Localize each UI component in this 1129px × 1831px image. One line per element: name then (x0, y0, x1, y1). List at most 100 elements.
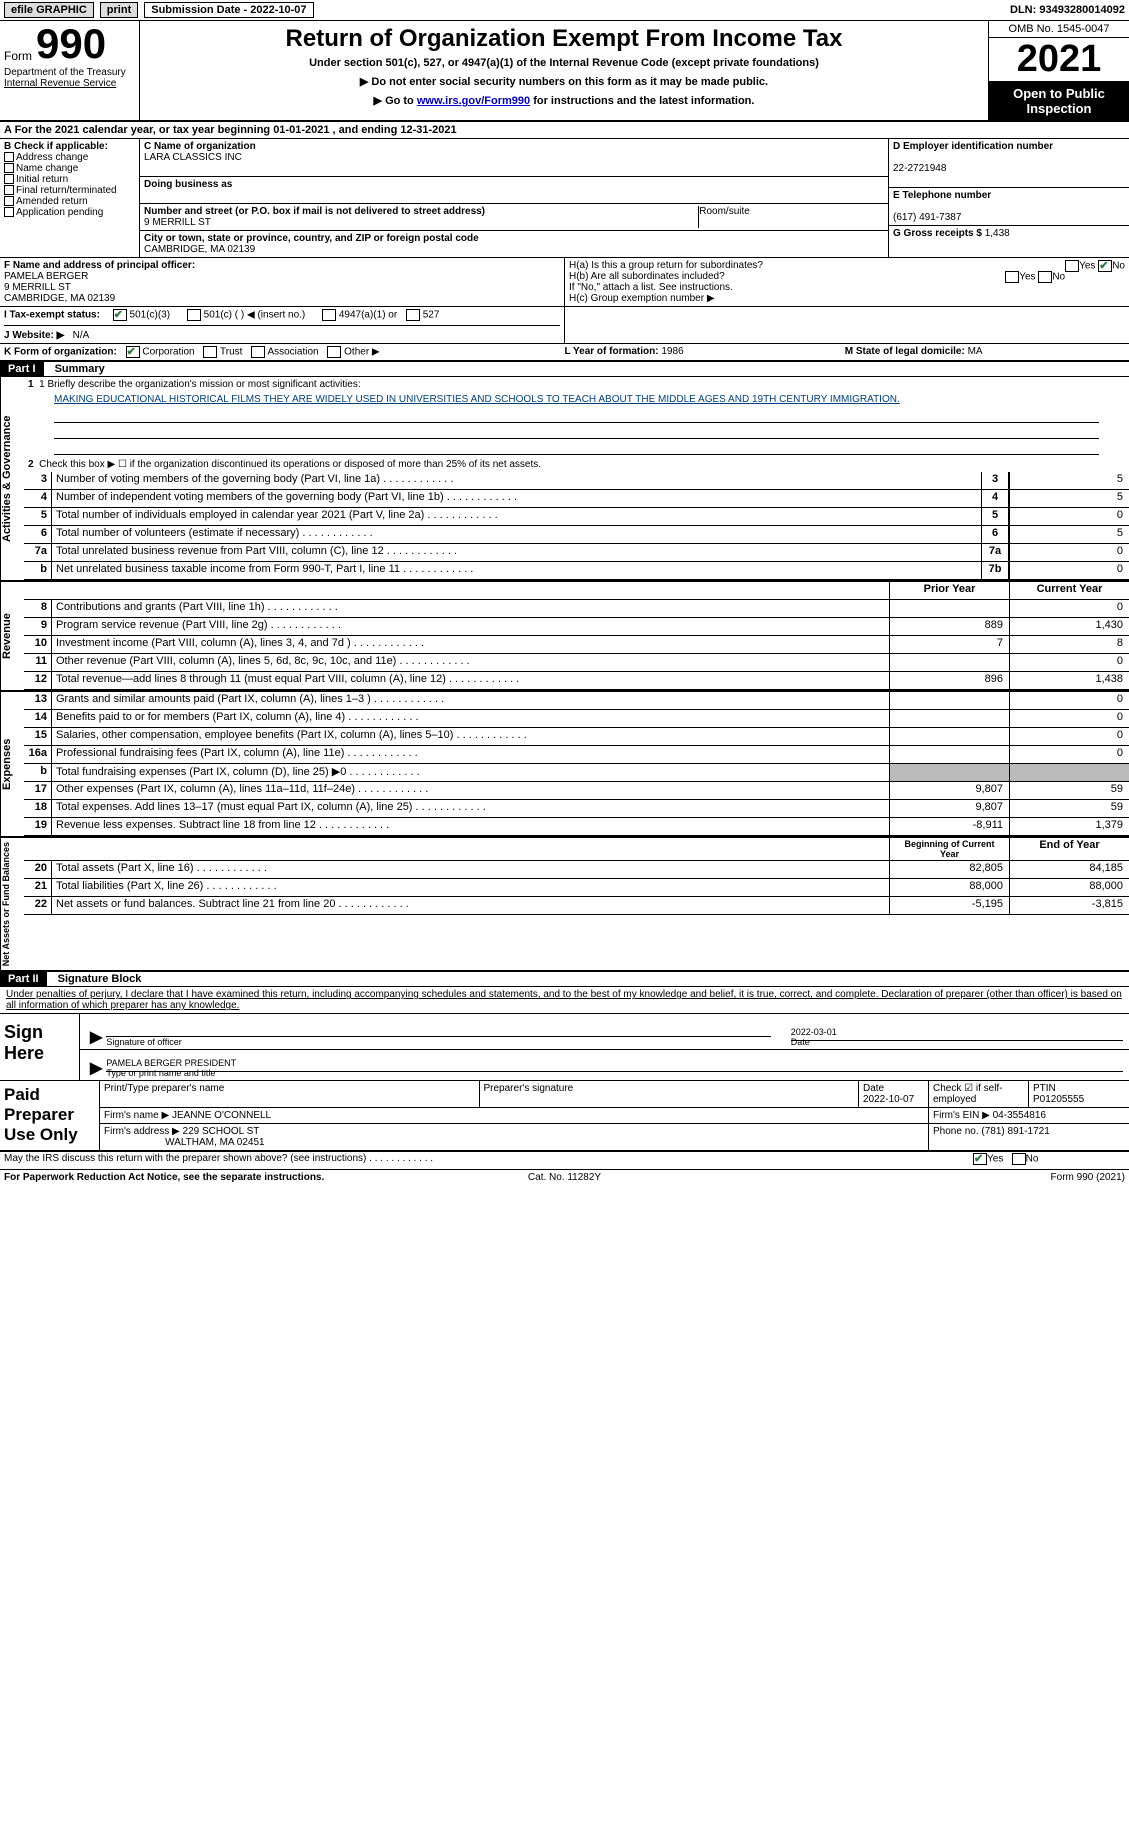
footer: For Paperwork Reduction Act Notice, see … (0, 1170, 1129, 1185)
arrow-icon: ▶ (86, 1058, 106, 1078)
blank-line (54, 441, 1099, 455)
table-row: 15Salaries, other compensation, employee… (24, 728, 1129, 746)
irs-link[interactable]: www.irs.gov/Form990 (417, 95, 530, 107)
mission-text: MAKING EDUCATIONAL HISTORICAL FILMS THEY… (24, 392, 1129, 407)
irs-label: Internal Revenue Service (4, 78, 135, 89)
arrow-icon: ▶ (86, 1027, 106, 1047)
k-opt3: Other ▶ (344, 347, 379, 358)
e-label: E Telephone number (893, 190, 991, 201)
discuss-no[interactable] (1012, 1153, 1026, 1165)
room-label: Room/suite (699, 206, 750, 217)
k-other[interactable] (327, 346, 341, 358)
table-row: 20Total assets (Part X, line 16)82,80584… (24, 861, 1129, 879)
table-row: 18Total expenses. Add lines 13–17 (must … (24, 800, 1129, 818)
checkbox-item[interactable]: Name change (4, 163, 135, 174)
hc-label: H(c) Group exemption number ▶ (569, 293, 1125, 304)
side-net: Net Assets or Fund Balances (0, 838, 24, 970)
section-h: H(a) Is this a group return for subordin… (565, 258, 1129, 306)
prep-sig-label: Preparer's signature (480, 1081, 860, 1107)
part1-title: Summary (47, 363, 105, 375)
table-row: 9Program service revenue (Part VIII, lin… (24, 618, 1129, 636)
part1-header: Part I Summary (0, 362, 1129, 377)
dba-label: Doing business as (144, 179, 232, 190)
form-header: Form 990 Department of the Treasury Inte… (0, 21, 1129, 122)
self-employed: Check ☑ if self-employed (929, 1081, 1029, 1107)
section-f: F Name and address of principal officer:… (0, 258, 565, 306)
section-ij-row: I Tax-exempt status: 501(c)(3) 501(c) ( … (0, 307, 1129, 344)
table-row: 16aProfessional fundraising fees (Part I… (24, 746, 1129, 764)
table-row: bTotal fundraising expenses (Part IX, co… (24, 764, 1129, 782)
prep-date-label: Date (863, 1083, 884, 1094)
efile-button[interactable]: efile GRAPHIC (4, 2, 94, 18)
sign-date: 2022-03-01 (791, 1027, 1123, 1037)
part1-bar: Part I (0, 362, 44, 376)
checkbox-item[interactable]: Address change (4, 152, 135, 163)
ha-no[interactable] (1098, 260, 1112, 272)
i-opt1: 501(c) ( ) ◀ (insert no.) (204, 310, 306, 321)
discuss-yes[interactable] (973, 1153, 987, 1165)
i-opt2: 4947(a)(1) or (339, 310, 397, 321)
table-row: 6Total number of volunteers (estimate if… (24, 526, 1129, 544)
city-label: City or town, state or province, country… (144, 233, 479, 244)
revenue: Revenue Prior Year Current Year 8Contrib… (0, 582, 1129, 692)
cat-no: Cat. No. 11282Y (378, 1172, 752, 1183)
m-label: M State of legal domicile: (845, 346, 965, 357)
c-name-label: C Name of organization (144, 141, 256, 152)
section-b: B Check if applicable: Address changeNam… (0, 139, 140, 257)
k-opt1: Trust (220, 347, 242, 358)
open-public: Open to Public Inspection (989, 82, 1129, 120)
form-subtitle: Under section 501(c), 527, or 4947(a)(1)… (150, 57, 978, 69)
section-klm: K Form of organization: Corporation Trus… (0, 344, 1129, 362)
form-number: 990 (36, 25, 106, 63)
goto-line: ▶ Go to www.irs.gov/Form990 for instruct… (150, 94, 978, 107)
ha-yes[interactable] (1065, 260, 1079, 272)
pra-notice: For Paperwork Reduction Act Notice, see … (4, 1172, 378, 1183)
i-501c3[interactable] (113, 309, 127, 321)
k-corp[interactable] (126, 346, 140, 358)
i-label: I Tax-exempt status: (4, 310, 100, 321)
i-527[interactable] (406, 309, 420, 321)
f-label: F Name and address of principal officer: (4, 260, 195, 271)
checkbox-item[interactable]: Final return/terminated (4, 185, 135, 196)
firm-addr2: WALTHAM, MA 02451 (165, 1137, 264, 1148)
i-501c[interactable] (187, 309, 201, 321)
sig-officer-label: Signature of officer (106, 1037, 181, 1047)
k-label: K Form of organization: (4, 347, 117, 358)
table-row: 22Net assets or fund balances. Subtract … (24, 897, 1129, 915)
section-deg: D Employer identification number22-27219… (889, 139, 1129, 257)
checkbox-item[interactable]: Application pending (4, 207, 135, 218)
table-row: bNet unrelated business taxable income f… (24, 562, 1129, 580)
form-id: Form 990 (2021) (751, 1172, 1125, 1183)
officer-street: 9 MERRILL ST (4, 282, 71, 293)
k-opt0: Corporation (142, 347, 194, 358)
i-4947[interactable] (322, 309, 336, 321)
prior-year-header: Prior Year (889, 582, 1009, 599)
table-row: 3Number of voting members of the governi… (24, 472, 1129, 490)
officer-printed: PAMELA BERGER PRESIDENT (106, 1058, 1123, 1068)
firm-addr-label: Firm's address ▶ (104, 1126, 180, 1137)
dln: DLN: 93493280014092 (1010, 4, 1125, 16)
checkbox-item[interactable]: Initial return (4, 174, 135, 185)
checkbox-item[interactable]: Amended return (4, 196, 135, 207)
year-formation: 1986 (661, 346, 683, 357)
hb-yes[interactable] (1005, 271, 1019, 283)
dept-treasury: Department of the Treasury (4, 67, 135, 78)
line2-text: Check this box ▶ ☐ if the organization d… (39, 459, 541, 470)
declaration: Under penalties of perjury, I declare th… (0, 987, 1129, 1014)
omb-number: OMB No. 1545-0047 (989, 21, 1129, 38)
k-assoc[interactable] (251, 346, 265, 358)
table-row: 4Number of independent voting members of… (24, 490, 1129, 508)
officer-name: PAMELA BERGER (4, 271, 88, 282)
j-label: J Website: ▶ (4, 330, 64, 341)
print-button[interactable]: print (100, 2, 138, 18)
period-line: A For the 2021 calendar year, or tax yea… (0, 122, 1129, 139)
prep-name-label: Print/Type preparer's name (100, 1081, 480, 1107)
table-row: 13Grants and similar amounts paid (Part … (24, 692, 1129, 710)
current-year-header: Current Year (1009, 582, 1129, 599)
i-opt3: 527 (423, 310, 440, 321)
k-trust[interactable] (203, 346, 217, 358)
ha-label: H(a) Is this a group return for subordin… (569, 260, 763, 271)
table-row: 12Total revenue—add lines 8 through 11 (… (24, 672, 1129, 690)
hb-no[interactable] (1038, 271, 1052, 283)
prep-date: 2022-10-07 (863, 1094, 914, 1105)
